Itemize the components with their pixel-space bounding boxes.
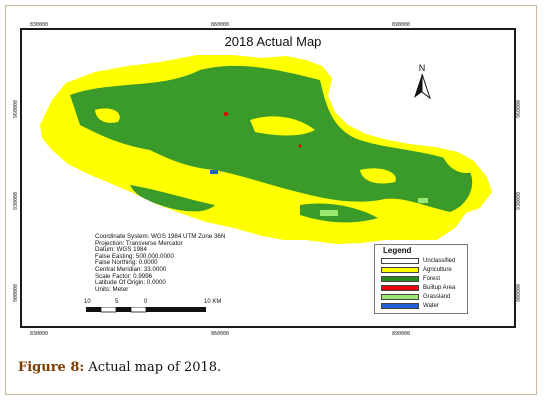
info-line: Coordinate System: WGS 1984 UTM Zone 36N	[95, 233, 226, 240]
legend-swatch-builtup	[381, 284, 419, 291]
forest-patch-south	[130, 185, 215, 212]
agriculture-patch-northeast	[440, 149, 472, 174]
forest-patch-southeast	[300, 203, 378, 223]
scale-bar	[86, 307, 206, 313]
legend-item: Agriculture	[381, 266, 452, 273]
info-line: Datum: WGS 1984	[95, 246, 147, 254]
legend-title: Legend	[383, 246, 412, 255]
map-legend: Legend Unclassified Agriculture Forest B…	[374, 244, 468, 314]
caption-label: Figure 8:	[18, 360, 85, 375]
legend-label: Grassland	[423, 293, 451, 300]
scale-label-10: 10	[84, 299, 91, 305]
legend-label: Forest	[423, 275, 441, 282]
north-arrow-icon: N	[414, 63, 431, 100]
info-line: Central Meridian: 33.0000	[95, 265, 167, 273]
legend-label: Agriculture	[423, 266, 452, 273]
water-area	[210, 170, 218, 174]
scale-label-10km: 10 KM	[204, 299, 222, 305]
legend-swatch-agriculture	[381, 266, 419, 273]
builtup-area	[224, 112, 228, 116]
map-title: 2018 Actual Map	[224, 34, 322, 49]
info-line: Scale Factor: 0.9996	[95, 272, 153, 280]
coord-top-1: 830000	[30, 22, 49, 28]
legend-item: Grassland	[381, 293, 450, 300]
legend-item: Unclassified	[381, 257, 455, 264]
legend-label: Unclassified	[423, 257, 456, 264]
coord-top-2: 860000	[211, 22, 230, 28]
builtup-area	[298, 144, 302, 148]
info-line: Units: Meter	[95, 285, 129, 293]
coord-bottom-3: 890000	[392, 331, 411, 337]
scale-label-0: 0	[144, 299, 148, 305]
legend-swatch-unclassified	[381, 257, 419, 264]
info-line: False Easting: 500,000.0000	[95, 252, 174, 260]
projection-info: Coordinate System: WGS 1984 UTM Zone 36N…	[95, 233, 226, 293]
coord-top-3: 890000	[392, 22, 411, 28]
legend-swatch-water	[381, 302, 419, 309]
grassland-area	[418, 198, 428, 203]
agriculture-patch-west	[95, 108, 120, 123]
legend-label: Water	[423, 302, 439, 309]
map-neatline	[20, 28, 516, 328]
coord-bottom-2: 860000	[211, 331, 230, 337]
agriculture-patch-east	[360, 168, 396, 184]
legend-item: Water	[381, 302, 439, 309]
legend-swatch-forest	[381, 275, 419, 282]
grassland-area	[320, 210, 338, 216]
info-line: Latitude Of Origin: 0.0000	[95, 279, 166, 287]
scale-label-5: 5	[115, 299, 119, 305]
coord-bottom-1: 830000	[30, 331, 49, 337]
north-label: N	[419, 63, 426, 73]
info-line: False Northing: 0.0000	[95, 259, 158, 267]
agriculture-patch-center	[250, 116, 315, 136]
legend-swatch-grassland	[381, 293, 419, 300]
legend-item: Forest	[381, 275, 440, 282]
figure-caption: Figure 8: Actual map of 2018.	[18, 360, 221, 375]
legend-label: Builtup Area	[423, 284, 456, 291]
legend-item: Builtup Area	[381, 284, 455, 291]
caption-text: Actual map of 2018.	[84, 360, 222, 375]
info-line: Projection: Transverse Mercator	[95, 239, 183, 247]
